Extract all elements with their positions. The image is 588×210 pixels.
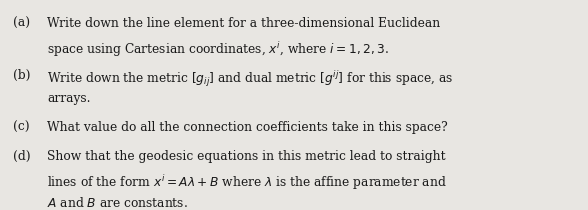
- Text: What value do all the connection coefficients take in this space?: What value do all the connection coeffic…: [47, 121, 448, 134]
- Text: $A$ and $B$ are constants.: $A$ and $B$ are constants.: [47, 196, 188, 210]
- Text: Show that the geodesic equations in this metric lead to straight: Show that the geodesic equations in this…: [47, 150, 446, 163]
- Text: arrays.: arrays.: [47, 92, 91, 105]
- Text: Write down the line element for a three-dimensional Euclidean: Write down the line element for a three-…: [47, 17, 440, 30]
- Text: (b): (b): [13, 69, 31, 82]
- Text: (d): (d): [13, 150, 31, 163]
- Text: lines of the form $x^i = A\lambda + B$ where $\lambda$ is the affine parameter a: lines of the form $x^i = A\lambda + B$ w…: [47, 173, 447, 192]
- Text: space using Cartesian coordinates, $x^i$, where $i = 1, 2, 3$.: space using Cartesian coordinates, $x^i$…: [47, 40, 389, 59]
- Text: Write down the metric $[g_{ij}]$ and dual metric $[g^{ij}]$ for this space, as: Write down the metric $[g_{ij}]$ and dua…: [47, 69, 453, 89]
- Text: (a): (a): [13, 17, 30, 30]
- Text: (c): (c): [13, 121, 29, 134]
